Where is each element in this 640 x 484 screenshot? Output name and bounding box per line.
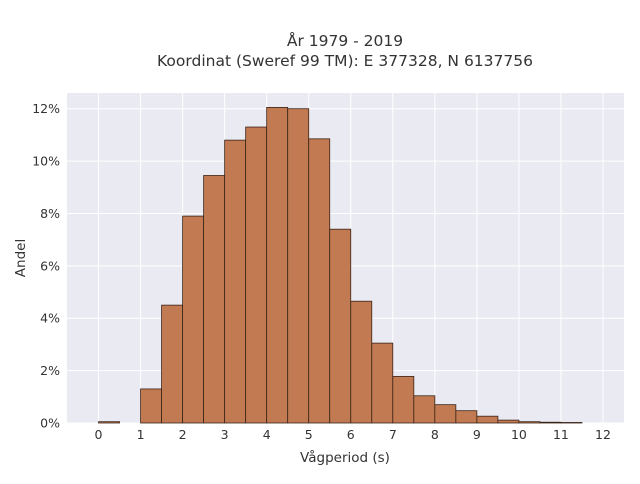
histogram-bar (392, 375, 415, 424)
histogram-bar (350, 300, 373, 424)
x-tick-label: 12 (595, 427, 611, 442)
x-tick-label: 4 (263, 427, 271, 442)
histogram-bar (413, 395, 436, 424)
histogram-bar (182, 215, 205, 424)
histogram-bar (266, 107, 289, 424)
histogram-bar (518, 421, 541, 424)
x-tick-label: 10 (511, 427, 527, 442)
histogram-bar (245, 126, 268, 424)
chart-title-line-2: Koordinat (Sweref 99 TM): E 377328, N 61… (157, 52, 533, 70)
histogram-bar (560, 422, 583, 424)
histogram-bar (98, 421, 120, 424)
histogram-bar (329, 228, 352, 424)
x-tick-label: 0 (95, 427, 103, 442)
histogram-bar (224, 139, 247, 424)
histogram-bar (434, 404, 457, 424)
histogram-bar (455, 410, 478, 424)
y-tick-label: 10% (32, 154, 60, 169)
histogram-bar (140, 388, 162, 424)
y-axis-ticks: 0% 2% 4% 6% 8% 10% 12% (32, 101, 60, 430)
y-tick-label: 4% (40, 311, 60, 326)
y-tick-label: 6% (40, 258, 60, 273)
x-tick-label: 6 (347, 427, 355, 442)
x-tick-label: 7 (389, 427, 397, 442)
histogram-bar (371, 342, 394, 424)
x-tick-label: 8 (431, 427, 439, 442)
x-tick-label: 1 (137, 427, 145, 442)
x-tick-label: 3 (221, 427, 229, 442)
y-tick-label: 0% (40, 416, 60, 431)
chart-title-line-1: År 1979 - 2019 (287, 31, 403, 50)
histogram-bar (203, 175, 226, 424)
x-tick-label: 11 (553, 427, 569, 442)
x-tick-label: 2 (179, 427, 187, 442)
y-tick-label: 2% (40, 363, 60, 378)
x-tick-label: 9 (473, 427, 481, 442)
histogram-bar (497, 419, 520, 424)
histogram-bars (98, 107, 583, 424)
y-axis-title: Andel (13, 239, 29, 277)
x-axis-ticks: 0 1 2 3 4 5 6 7 8 9 10 11 12 (95, 427, 611, 442)
histogram-bar (161, 304, 184, 424)
x-axis-title: Vågperiod (s) (300, 449, 390, 466)
histogram-bar (539, 421, 562, 424)
histogram-bar (287, 108, 310, 424)
histogram-bar (308, 138, 331, 424)
x-tick-label: 5 (305, 427, 313, 442)
y-tick-label: 12% (32, 101, 60, 116)
y-tick-label: 8% (40, 206, 60, 221)
histogram-bar (476, 415, 499, 424)
